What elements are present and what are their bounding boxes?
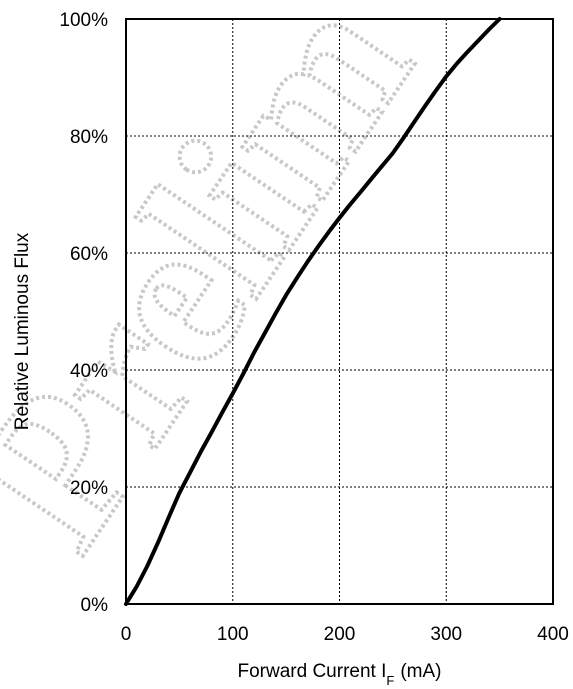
watermark-text: Prelim	[0, 0, 457, 588]
x-tick-label-4: 400	[537, 624, 569, 645]
series-line	[124, 17, 502, 606]
x-axis-label: Forward Current IF (mA)	[238, 661, 442, 688]
y-tick-label-4: 80%	[70, 127, 108, 148]
x-axis-label-unit: (mA)	[400, 661, 441, 682]
y-tick-label-3: 60%	[70, 244, 108, 265]
x-tick-label-2: 200	[324, 624, 356, 645]
y-tick-label-2: 40%	[70, 361, 108, 382]
y-tick-label-5: 100%	[59, 10, 108, 31]
plot-frame	[125, 18, 554, 605]
y-tick-label-0: 0%	[81, 595, 109, 616]
y-tick-label-1: 20%	[70, 478, 108, 499]
x-axis-label-main: Forward Current I	[238, 661, 387, 682]
watermark: Prelim	[0, 0, 457, 588]
grid	[126, 19, 553, 604]
x-tick-label-3: 300	[430, 624, 462, 645]
tick-labels: 0 100 200 300 400 0% 20% 40% 60% 80% 100%	[59, 10, 568, 645]
x-axis-label-subscript: F	[386, 673, 394, 688]
x-tick-label-1: 100	[217, 624, 249, 645]
x-tick-label-0: 0	[121, 624, 132, 645]
y-axis-label: Relative Luminous Flux	[12, 232, 33, 430]
